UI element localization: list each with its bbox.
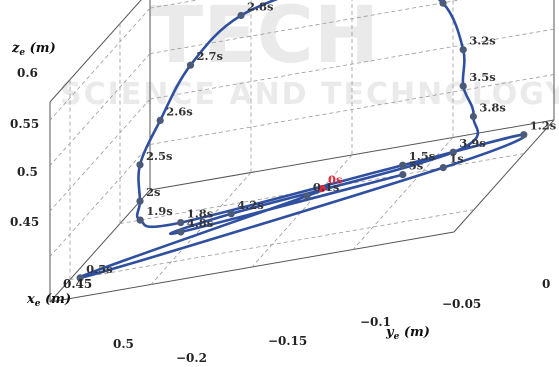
time-labels: 0s0.1s 0.5s 1s 1.2s 1.5s 1.8s 1.9s 2s 2.5s 2.6s 2.… [86, 0, 556, 276]
y-axis: ye (m) −0.2 −0.15 −0.1 −0.05 0 [176, 277, 550, 365]
time-label: 3.2s [469, 34, 495, 48]
time-label: 4.2s [237, 198, 263, 212]
time-marker [303, 192, 311, 200]
time-marker [237, 11, 245, 20]
z-tick-0.55: 0.55 [10, 117, 39, 131]
x-axis: xe (m) 0.45 0.5 [26, 277, 134, 351]
time-label: 2.5s [146, 149, 172, 163]
y-tick-neg0.1: −0.1 [360, 315, 391, 329]
time-label: 0.1s [313, 180, 339, 194]
time-label: 2s [146, 185, 160, 199]
time-label: 1.8s [187, 207, 213, 221]
time-marker [399, 161, 407, 169]
time-label: 2.8s [247, 0, 273, 14]
trajectory-line [77, 0, 527, 280]
y-tick-neg0.05: −0.05 [442, 297, 481, 311]
time-marker [76, 274, 84, 282]
time-label: 4.8s [187, 216, 213, 230]
time-marker [156, 116, 164, 124]
time-label: 0.5s [86, 262, 112, 276]
time-marker [136, 161, 144, 169]
y-tick-0: 0 [542, 277, 550, 291]
z-tick-0.6: 0.6 [17, 66, 38, 80]
time-marker [439, 0, 447, 7]
z-axis-label: ze (m) [11, 41, 56, 58]
time-label: 3.5s [469, 70, 495, 84]
time-marker [136, 197, 144, 205]
z-tick-0.5: 0.5 [17, 165, 38, 179]
y-tick-neg0.15: −0.15 [268, 334, 307, 348]
time-marker [459, 46, 467, 54]
grid-line-z [149, 28, 555, 100]
z-tick-0.45: 0.45 [10, 215, 39, 229]
time-label: 1.5s [409, 149, 435, 163]
box-edge [49, 0, 142, 103]
time-label: 2.7s [197, 49, 223, 63]
y-tick-neg0.2: −0.2 [176, 351, 207, 365]
time-marker [186, 61, 195, 69]
grid-line-y [352, 137, 454, 250]
time-marker [520, 131, 528, 139]
time-label: 5s [409, 159, 423, 173]
grid-line-z [49, 144, 151, 257]
time-marker [399, 171, 407, 179]
time-marker [177, 228, 185, 236]
time-label: 1s [449, 152, 463, 166]
x-tick-0.45: 0.45 [63, 277, 92, 291]
time-marker [227, 210, 235, 218]
x-axis-label: xe (m) [26, 292, 71, 309]
time-marker [459, 82, 467, 90]
x-tick-0.5: 0.5 [113, 337, 134, 351]
time-marker [469, 112, 477, 121]
y-axis-label: ye (m) [385, 325, 430, 342]
box-edge [49, 189, 151, 303]
time-marker [449, 148, 457, 156]
time-marker [177, 219, 185, 227]
time-label: 2.6s [166, 104, 192, 118]
time-marker [136, 216, 144, 224]
box-edge [453, 119, 555, 233]
time-marker [439, 164, 447, 172]
time-label: 0s [328, 173, 342, 187]
grid-line-z [49, 98, 151, 212]
time-label: 1.2s [530, 119, 556, 133]
time-label: 3.8s [479, 101, 505, 115]
watermark: TECH SCIENCE AND TECHNOLOGY PUBLICATIONS [60, 0, 559, 112]
time-label: 1.9s [146, 204, 172, 218]
time-markers [76, 0, 528, 282]
time-marker [318, 185, 326, 193]
time-label: 3.9s [459, 136, 485, 150]
time-label: 3.1s [449, 0, 475, 1]
z-axis: ze (m) 0.6 0.55 0.5 0.45 [10, 41, 56, 229]
grid-line-x [69, 209, 475, 280]
